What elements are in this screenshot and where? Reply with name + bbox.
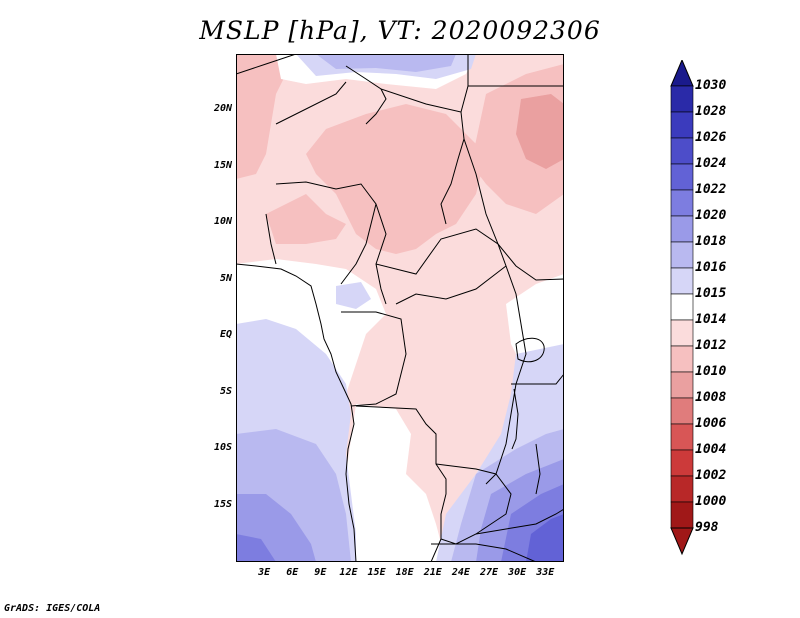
colorbar-swatch	[670, 137, 694, 165]
lon-tick-label: 30E	[508, 567, 527, 578]
colorbar-swatch	[670, 449, 694, 477]
border-chad-niger	[380, 88, 465, 225]
coastline-west-africa	[236, 263, 357, 562]
colorbar-level-label: 1018	[695, 234, 727, 249]
lon-tick-label: 21E	[423, 567, 442, 578]
map-panel	[236, 54, 564, 562]
colorbar-level-label: 1008	[695, 390, 727, 405]
grads-credit: GrADS: IGES/COLA	[4, 603, 101, 614]
colorbar-swatch	[670, 241, 694, 269]
country-borders	[236, 54, 564, 562]
lat-tick-label: 10N	[213, 216, 232, 228]
colorbar-swatch	[670, 85, 694, 113]
lat-tick-label: 5N	[219, 272, 232, 284]
border-zambia	[435, 463, 512, 545]
colorbar-swatch	[670, 189, 694, 217]
pressure-zone-1010-west	[266, 194, 346, 244]
lake-tanganyika	[511, 388, 519, 450]
colorbar-swatch	[670, 215, 694, 243]
lat-tick-label: 20N	[213, 103, 232, 115]
colorbar-swatch	[670, 475, 694, 503]
colorbar-swatch	[670, 371, 694, 399]
border-north-2	[275, 81, 347, 125]
pressure-zone-1014-south	[346, 404, 446, 562]
lat-tick-label: 10S	[213, 442, 232, 454]
border-east-lakes	[511, 373, 564, 385]
colorbar-level-label: 1006	[695, 416, 727, 431]
mslp-field-map	[236, 54, 564, 562]
lon-tick-label: 12E	[339, 567, 358, 578]
lon-tick-label: 24E	[451, 567, 470, 578]
pressure-zone-1024-southeast	[526, 514, 564, 562]
colorbar-level-label: 1002	[695, 468, 727, 483]
lon-tick-label: 33E	[536, 567, 555, 578]
pressure-zone-1016-central	[336, 282, 371, 309]
lat-tick-label: 15S	[213, 498, 232, 510]
lon-tick-label: 6E	[286, 567, 299, 578]
colorbar-level-label: 1030	[695, 78, 727, 93]
border-zimbabwe-moz	[475, 508, 564, 535]
lon-tick-label: 15E	[367, 567, 386, 578]
pressure-zone-1010-north	[236, 54, 296, 179]
lat-tick-label: EQ	[219, 329, 232, 341]
colorbar-swatch	[670, 267, 694, 295]
colorbar-level-label: 998	[695, 520, 719, 535]
colorbar-level-label: 1014	[695, 312, 727, 327]
colorbar-level-label: 1016	[695, 260, 727, 275]
lon-tick-label: 3E	[258, 567, 271, 578]
lon-tick-label: 27E	[479, 567, 499, 578]
colorbar-level-label: 1010	[695, 364, 727, 379]
colorbar-swatch	[670, 423, 694, 451]
lon-tick-label: 18E	[395, 567, 414, 578]
map-frame	[236, 54, 564, 562]
colorbar-swatch	[670, 293, 694, 321]
pressure-zone-1022-atlantic	[236, 534, 276, 562]
border-north-1	[345, 65, 387, 125]
colorbar-level-label: 1020	[695, 208, 727, 223]
lake-victoria	[515, 337, 545, 363]
colorbar-swatch	[670, 111, 694, 139]
pressure-zone-1018-north	[316, 54, 456, 72]
colorbar-swatch	[670, 397, 694, 425]
colorbar-swatch	[670, 319, 694, 347]
colorbar-level-label: 1000	[695, 494, 727, 509]
colorbar-swatch	[670, 345, 694, 373]
border-sahara-west	[236, 54, 297, 75]
border-namibia	[431, 543, 537, 562]
colorbar-level-label: 1015	[695, 286, 727, 301]
colorbar-top-arrow	[670, 60, 694, 87]
pressure-zone-1008-northeast	[516, 94, 564, 169]
border-angola	[355, 405, 447, 562]
colorbar-level-label: 1026	[695, 130, 727, 145]
colorbar-level-label: 1028	[695, 104, 727, 119]
lat-tick-label: 5S	[219, 385, 232, 397]
border-car	[375, 228, 507, 305]
pressure-zone-1010-sahel	[306, 104, 486, 254]
border-nigeria-benin	[265, 213, 277, 265]
colorbar-level-label: 1022	[695, 182, 727, 197]
colorbar-bottom-arrow	[670, 527, 694, 556]
colorbar	[670, 60, 694, 556]
lake-malawi	[535, 443, 541, 495]
colorbar-level-label: 1012	[695, 338, 727, 353]
colorbar-swatch	[670, 501, 694, 529]
lat-tick-label: 15N	[213, 159, 232, 171]
border-congo-drc	[341, 311, 407, 407]
colorbar-level-label: 1024	[695, 156, 727, 171]
colorbar-swatch	[670, 163, 694, 191]
map-title: MSLP [hPa], VT: 2020092306	[199, 16, 601, 45]
colorbar-level-label: 1004	[695, 442, 727, 457]
lon-tick-label: 9E	[314, 567, 327, 578]
